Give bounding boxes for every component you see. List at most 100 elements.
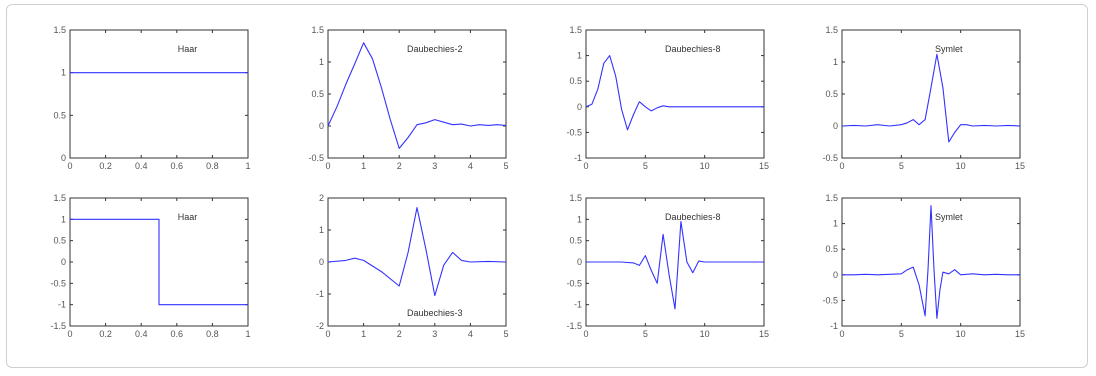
x-tick-label: 15 <box>1015 161 1025 171</box>
x-tick-label: 5 <box>503 161 508 171</box>
x-tick-label: 15 <box>759 161 769 171</box>
wavelet-label: Haar <box>178 212 198 222</box>
y-tick-label: 0.5 <box>569 236 582 246</box>
x-tick-label: 10 <box>700 329 710 339</box>
x-tick-label: 5 <box>643 161 648 171</box>
subplot-1: 0 0.2 0.4 0.6 0.8 1 0 0.5 1 1.5 Haar <box>53 25 250 171</box>
x-tick-label: 0 <box>839 161 844 171</box>
x-tick-label: 0 <box>583 329 588 339</box>
y-tick-label: -2 <box>316 321 324 331</box>
y-tick-label: -1 <box>316 289 324 299</box>
y-tick-label: 1.5 <box>311 25 324 35</box>
x-tick-label: 15 <box>1015 329 1025 339</box>
y-tick-label: -0.5 <box>50 278 66 288</box>
y-tick-label: 0.5 <box>825 244 838 254</box>
x-tick-label: 1 <box>361 161 366 171</box>
subplot-3: 0 5 10 15 -1 -0.5 0 0.5 1 1.5 Daubechies-8 <box>566 25 769 171</box>
wavelet-label: Daubechies-8 <box>665 44 721 54</box>
y-tick-label: 1 <box>61 68 66 78</box>
y-tick-label: 1.5 <box>569 25 582 35</box>
subplot-8: 0 5 10 15 -1 -0.5 0 0.5 1 1.5 Symlet <box>822 193 1025 339</box>
x-tick-label: 0.2 <box>99 329 112 339</box>
y-tick-label: 0 <box>319 257 324 267</box>
x-tick-label: 15 <box>759 329 769 339</box>
y-tick-label: 1 <box>319 225 324 235</box>
y-tick-label: 0.5 <box>53 236 66 246</box>
y-tick-label: 1.5 <box>825 25 838 35</box>
x-tick-label: 4 <box>468 329 473 339</box>
y-tick-label: -0.5 <box>566 278 582 288</box>
x-tick-label: 0.8 <box>206 329 219 339</box>
y-tick-label: 1.5 <box>825 193 838 203</box>
x-tick-label: 0.2 <box>99 161 112 171</box>
x-tick-label: 10 <box>700 161 710 171</box>
y-tick-label: 1 <box>577 214 582 224</box>
x-tick-label: 0.4 <box>135 161 148 171</box>
plot-axes <box>841 197 1021 327</box>
x-tick-label: 0.4 <box>135 329 148 339</box>
y-tick-label: 0 <box>61 257 66 267</box>
series-line <box>327 207 507 297</box>
x-tick-label: 10 <box>956 329 966 339</box>
x-tick-label: 5 <box>643 329 648 339</box>
y-tick-label: -0.5 <box>308 153 324 163</box>
x-tick-label: 0 <box>839 329 844 339</box>
y-tick-label: -1.5 <box>50 321 66 331</box>
y-tick-label: -1.5 <box>566 321 582 331</box>
y-tick-label: -1 <box>58 300 66 310</box>
x-tick-label: 0.8 <box>206 161 219 171</box>
y-tick-label: -1 <box>830 321 838 331</box>
wavelet-label: Symlet <box>935 44 963 54</box>
x-tick-label: 0.6 <box>171 161 184 171</box>
series-line <box>327 42 507 149</box>
y-tick-label: 0 <box>577 102 582 112</box>
wavelet-label: Daubechies-8 <box>665 212 721 222</box>
wavelet-label: Daubechies-3 <box>407 308 463 318</box>
wavelet-label: Haar <box>178 44 198 54</box>
x-tick-label: 0 <box>583 161 588 171</box>
y-tick-label: 1.5 <box>569 193 582 203</box>
y-tick-label: 0 <box>833 121 838 131</box>
y-tick-label: 1 <box>833 219 838 229</box>
plot-axes <box>841 29 1021 159</box>
x-tick-label: 4 <box>468 161 473 171</box>
y-tick-label: 0 <box>61 153 66 163</box>
y-tick-label: 0 <box>833 270 838 280</box>
plot-axes <box>585 29 765 159</box>
x-tick-label: 10 <box>956 161 966 171</box>
y-tick-label: 0.5 <box>311 89 324 99</box>
y-tick-label: 0.5 <box>569 76 582 86</box>
x-tick-label: 1 <box>245 329 250 339</box>
y-tick-label: 1 <box>61 214 66 224</box>
wavelet-label: Daubechies-2 <box>407 44 463 54</box>
y-tick-label: 1 <box>577 51 582 61</box>
wavelet-label: Symlet <box>935 212 963 222</box>
plot-axes <box>69 29 249 159</box>
figure-frame <box>6 4 1088 368</box>
x-tick-label: 1 <box>361 329 366 339</box>
series-line <box>70 218 248 306</box>
x-tick-label: 3 <box>432 161 437 171</box>
y-tick-label: 0.5 <box>53 110 66 120</box>
x-tick-label: 2 <box>397 161 402 171</box>
subplot-6: 0 1 2 3 4 5 -2 -1 0 1 2 Daubechies-3 <box>316 193 509 339</box>
series-line <box>841 53 1021 143</box>
y-tick-label: -1 <box>574 300 582 310</box>
subplot-5: 0 0.2 0.4 0.6 0.8 1 -1.5 -1 -0.5 0 0.5 1 1.5 Haar <box>50 193 250 339</box>
series-line <box>585 55 764 131</box>
y-tick-label: -0.5 <box>822 295 838 305</box>
x-tick-label: 0 <box>325 329 330 339</box>
series-line <box>586 220 764 310</box>
y-tick-label: 1.5 <box>53 193 66 203</box>
x-tick-label: 0.6 <box>171 329 184 339</box>
x-tick-label: 5 <box>503 329 508 339</box>
y-tick-label: 1 <box>833 57 838 67</box>
y-tick-label: 2 <box>319 193 324 203</box>
x-tick-label: 5 <box>899 329 904 339</box>
y-tick-label: 0 <box>319 121 324 131</box>
y-tick-label: -0.5 <box>822 153 838 163</box>
x-tick-label: 2 <box>397 329 402 339</box>
y-tick-label: 0 <box>577 257 582 267</box>
x-tick-label: 0 <box>325 161 330 171</box>
